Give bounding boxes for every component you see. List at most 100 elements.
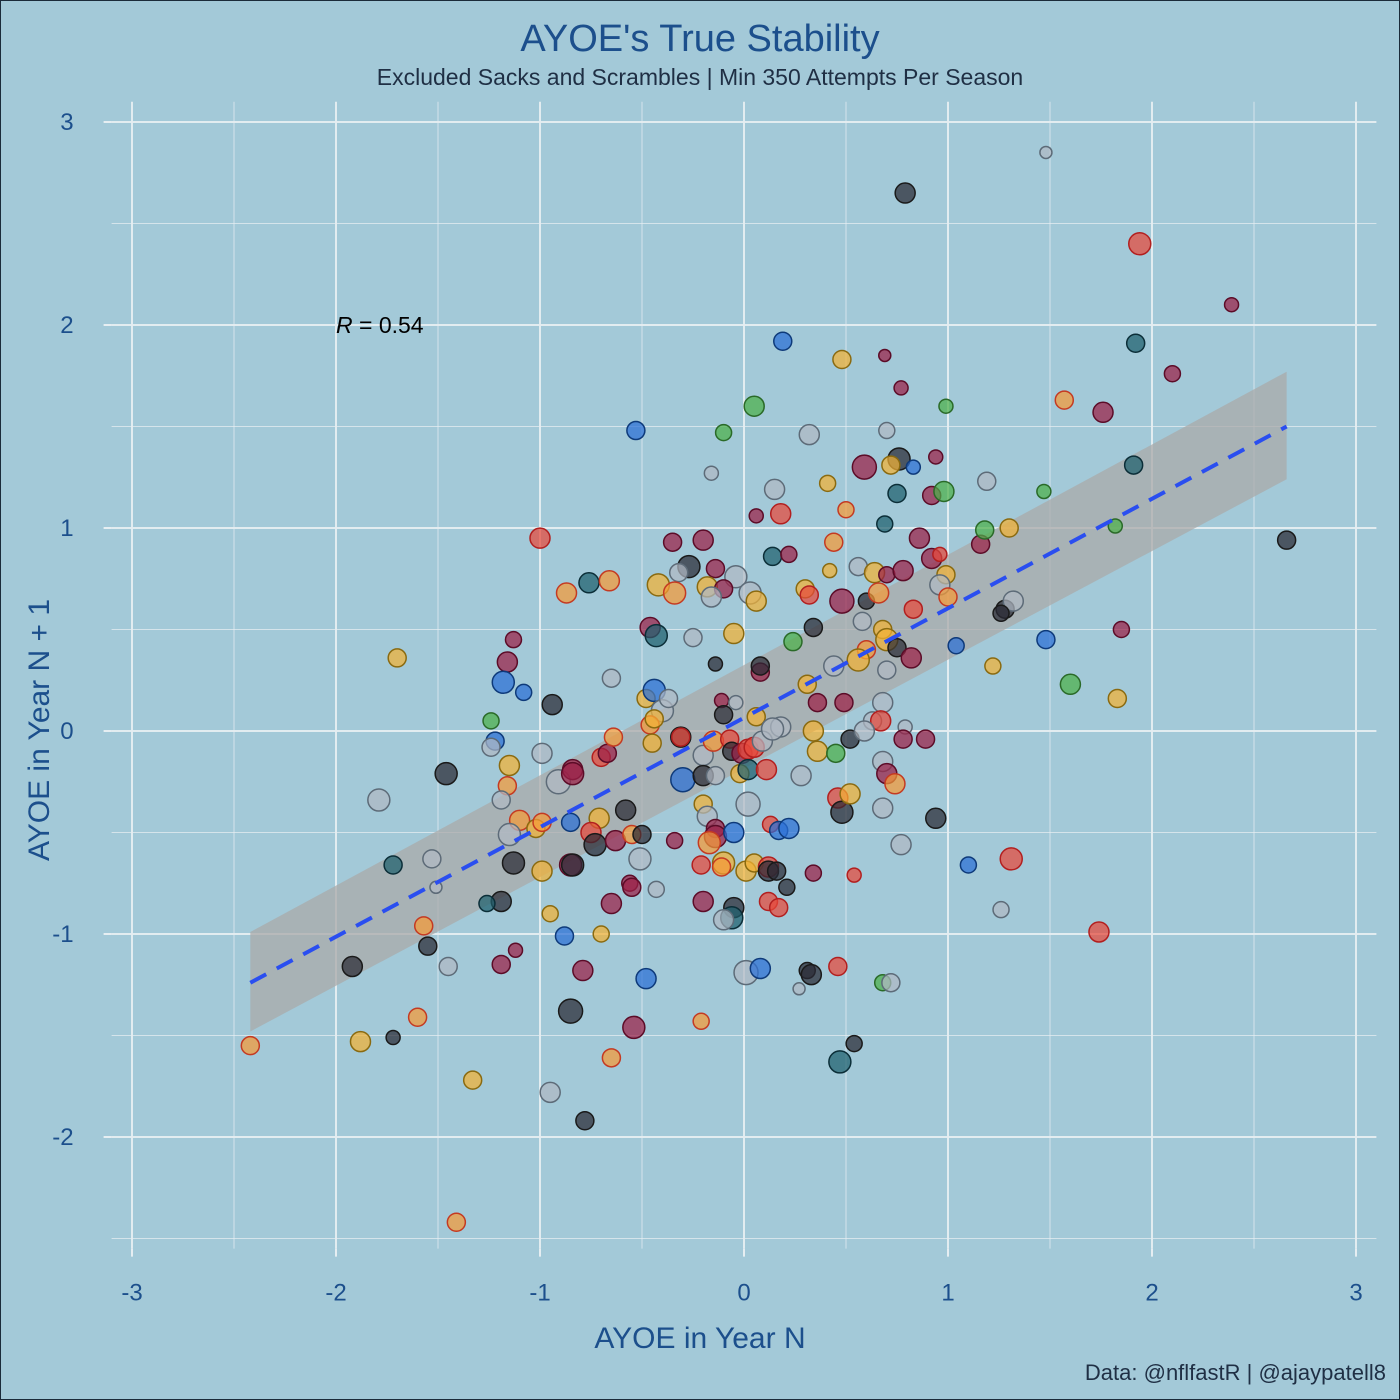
scatter-point: [830, 800, 854, 824]
x-tick-label: -1: [529, 1280, 550, 1307]
y-tick-label: -1: [52, 921, 73, 948]
scatter-point: [845, 1034, 863, 1053]
scatter-point: [894, 182, 916, 204]
scatter-point: [1036, 629, 1056, 650]
y-tick-label: -2: [52, 1124, 73, 1151]
scatter-point: [735, 791, 761, 817]
scatter-point: [798, 423, 821, 446]
scatter-point: [999, 847, 1023, 871]
scatter-point: [832, 349, 852, 370]
scatter-point: [501, 851, 526, 875]
scatter-point: [691, 855, 711, 875]
scatter-point: [668, 562, 689, 583]
scatter-point: [1002, 590, 1025, 612]
scatter-point: [707, 656, 724, 672]
scatter-point: [598, 570, 621, 592]
scatter-point: [887, 638, 907, 658]
scatter-point: [462, 1070, 483, 1090]
scatter-point: [658, 688, 679, 709]
scatter-point: [554, 926, 575, 946]
scatter-point: [491, 954, 511, 975]
scatter-point: [893, 729, 913, 749]
scatter-point: [768, 897, 789, 918]
scatter-point: [628, 847, 652, 871]
scatter-point: [504, 630, 523, 649]
scatter-point: [683, 627, 703, 648]
scatter-point: [999, 518, 1019, 538]
scatter-point: [555, 582, 578, 604]
scatter-point: [1123, 455, 1144, 475]
scatter-point: [871, 691, 894, 714]
scatter-point: [407, 1007, 428, 1027]
scatter-point: [890, 833, 912, 856]
scatter-point: [635, 967, 657, 990]
scatter-point: [575, 1111, 595, 1131]
x-tick-label: 0: [737, 1280, 750, 1307]
scatter-point: [938, 398, 954, 414]
scatter-point: [557, 998, 584, 1024]
scatter-point: [662, 532, 683, 552]
scatter-point: [481, 737, 501, 757]
scatter-point: [780, 545, 798, 564]
scatter-point: [692, 529, 714, 551]
scatter-point: [560, 853, 585, 877]
scatter-point: [881, 455, 901, 475]
scatter-point: [497, 822, 522, 847]
correlation-value: = 0.54: [353, 312, 424, 338]
scatter-point: [905, 459, 922, 475]
scatter-point: [804, 864, 823, 882]
scatter-point: [438, 956, 458, 977]
scatter-point: [349, 1030, 372, 1053]
scatter-point: [665, 831, 684, 850]
scatter-point: [928, 449, 944, 465]
scatter-point: [892, 559, 914, 582]
scatter-point: [749, 957, 772, 980]
scatter-point: [887, 483, 907, 504]
scatter-point: [670, 766, 696, 793]
scatter-point: [869, 710, 892, 732]
chart-title: AYOE's True Stability: [520, 18, 880, 60]
scatter-point: [662, 581, 687, 605]
scatter-point: [773, 331, 793, 351]
scatter-point: [977, 471, 997, 492]
scatter-point: [818, 474, 837, 493]
scatter-point: [539, 1081, 561, 1104]
scatter-point: [1128, 232, 1152, 256]
scatter-point: [984, 657, 1002, 675]
scatter-point: [800, 963, 823, 986]
scatter-point: [807, 692, 828, 713]
scatter-point: [1223, 296, 1240, 313]
scatter-point: [697, 830, 722, 855]
y-axis-label: AYOE in Year N + 1: [23, 598, 56, 862]
scatter-point: [871, 797, 894, 819]
scatter-point: [959, 856, 978, 874]
scatter-point: [713, 705, 734, 725]
chart-subtitle: Excluded Sacks and Scrambles | Min 350 A…: [376, 64, 1024, 90]
scatter-point: [903, 599, 924, 619]
scatter-point: [829, 588, 855, 614]
scatter-point: [878, 565, 896, 584]
scatter-point: [583, 832, 607, 857]
scatter-point: [387, 648, 407, 668]
scatter-point: [746, 707, 766, 727]
scatter-point: [703, 465, 720, 481]
scatter-point: [806, 740, 829, 763]
scatter-point: [614, 799, 637, 821]
scatter-point: [908, 527, 931, 549]
scatter-point: [601, 1048, 622, 1068]
correlation-annotation: R = 0.54: [336, 312, 424, 338]
scatter-point: [762, 546, 783, 567]
scatter-point: [1092, 401, 1114, 424]
scatter-point: [828, 1050, 852, 1074]
scatter-point: [846, 867, 862, 883]
scatter-point: [750, 656, 771, 676]
scatter-point: [881, 972, 901, 993]
scatter-point: [622, 877, 642, 898]
scatter-point: [851, 454, 878, 480]
scatter-point: [478, 894, 496, 913]
scatter-point: [925, 807, 947, 830]
scatter-point: [647, 880, 666, 899]
scatter-point: [878, 348, 892, 363]
scatter-point: [644, 623, 669, 648]
scatter-point: [947, 636, 965, 655]
